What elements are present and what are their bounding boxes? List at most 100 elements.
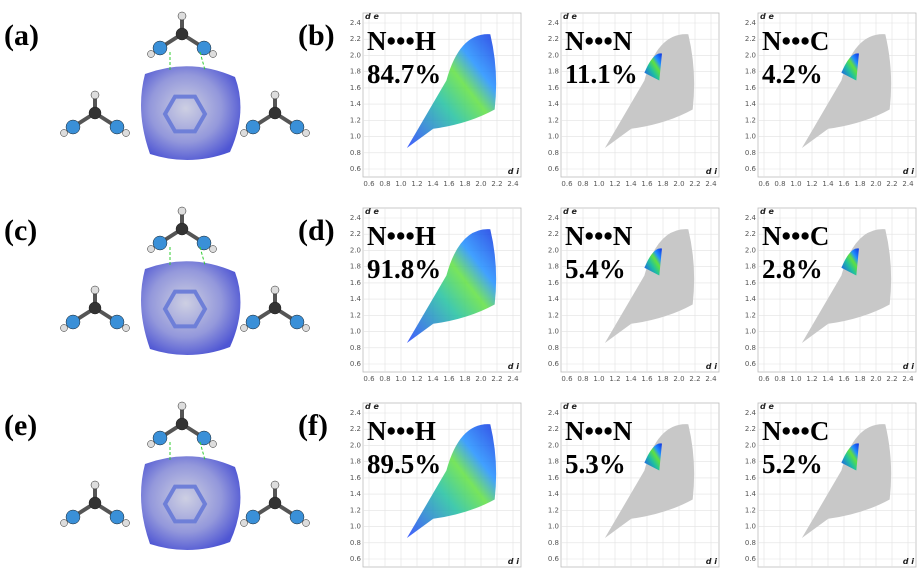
y-tick-label: 0.8 (548, 344, 559, 352)
y-tick-label: 2.4 (745, 19, 757, 27)
x-tick-label: 2.2 (491, 375, 502, 383)
x-tick-label: 1.4 (822, 375, 834, 383)
x-tick-label: 1.2 (806, 375, 817, 383)
y-tick-label: 1.0 (745, 133, 756, 141)
y-axis-label: d e (563, 402, 578, 411)
x-tick-label: 2.0 (475, 375, 486, 383)
atom (197, 431, 211, 445)
atom (66, 510, 80, 524)
y-tick-label: 2.0 (745, 246, 756, 254)
atom (210, 246, 217, 253)
atom (61, 325, 68, 332)
contact-label: N•••C (762, 221, 829, 251)
atom (123, 130, 130, 137)
x-axis-label: d i (903, 362, 915, 371)
x-axis-label: d i (508, 167, 520, 176)
x-tick-label: 1.8 (854, 180, 865, 188)
atom (176, 418, 188, 430)
panel-label: (a) (4, 19, 39, 52)
y-axis-label: d e (760, 402, 775, 411)
x-tick-label: 2.2 (689, 180, 700, 188)
contact-percent: 5.4% (565, 254, 626, 284)
y-tick-label: 1.2 (745, 116, 756, 124)
y-tick-label: 1.0 (745, 523, 756, 531)
x-tick-label: 1.2 (411, 180, 422, 188)
atom (303, 325, 310, 332)
y-tick-label: 1.8 (745, 263, 756, 271)
y-axis-label: d e (365, 12, 380, 21)
y-tick-label: 2.4 (745, 214, 757, 222)
x-tick-label: 2.4 (902, 180, 914, 188)
y-axis-label: d e (563, 12, 578, 21)
x-tick-label: 0.8 (379, 375, 390, 383)
y-tick-label: 2.2 (548, 425, 559, 433)
y-tick-label: 2.0 (548, 246, 559, 254)
x-tick-label: 2.0 (870, 375, 881, 383)
x-axis-label: d i (706, 557, 718, 566)
x-tick-label: 2.0 (870, 180, 881, 188)
contact-percent: 91.8% (367, 254, 441, 284)
x-tick-label: 1.0 (790, 180, 801, 188)
x-tick-label: 2.2 (886, 180, 897, 188)
atom (290, 120, 304, 134)
x-tick-label: 1.6 (641, 180, 653, 188)
y-tick-label: 2.0 (548, 51, 559, 59)
atom (110, 315, 124, 329)
x-tick-label: 2.4 (902, 375, 914, 383)
y-tick-label: 1.6 (548, 474, 560, 482)
atom (91, 481, 99, 489)
x-tick-label: 1.4 (822, 180, 834, 188)
y-tick-label: 0.8 (350, 539, 361, 547)
contact-label: N•••H (367, 221, 436, 251)
contact-percent: 11.1% (565, 59, 638, 89)
y-tick-label: 2.4 (548, 409, 560, 417)
y-axis-label: d e (760, 207, 775, 216)
atom (246, 315, 260, 329)
y-tick-label: 0.8 (350, 149, 361, 157)
x-axis-label: d i (903, 557, 915, 566)
y-axis-label: d e (365, 207, 380, 216)
x-tick-label: 2.2 (689, 375, 700, 383)
y-tick-label: 1.6 (350, 279, 362, 287)
x-tick-label: 2.4 (705, 180, 717, 188)
x-tick-label: 1.2 (609, 375, 620, 383)
y-tick-label: 0.8 (745, 149, 756, 157)
y-tick-label: 1.2 (350, 116, 361, 124)
y-tick-label: 2.2 (548, 230, 559, 238)
y-tick-label: 1.2 (350, 311, 361, 319)
x-tick-label: 0.8 (774, 375, 785, 383)
x-tick-label: 2.4 (705, 375, 717, 383)
atom (91, 91, 99, 99)
x-tick-label: 2.0 (673, 375, 684, 383)
y-tick-label: 1.8 (350, 68, 361, 76)
y-tick-label: 1.8 (548, 263, 559, 271)
y-tick-label: 0.8 (548, 149, 559, 157)
y-tick-label: 1.4 (350, 490, 362, 498)
y-tick-label: 1.0 (548, 328, 559, 336)
y-tick-label: 1.6 (745, 279, 757, 287)
y-tick-label: 2.0 (350, 246, 361, 254)
x-tick-label: 0.8 (379, 180, 390, 188)
atom (271, 286, 279, 294)
atom (246, 510, 260, 524)
y-tick-label: 1.6 (548, 279, 560, 287)
atom (110, 510, 124, 524)
x-tick-label: 1.0 (593, 375, 604, 383)
atom (241, 325, 248, 332)
atom (271, 91, 279, 99)
y-tick-label: 1.8 (548, 458, 559, 466)
atom (153, 236, 167, 250)
y-tick-label: 2.2 (350, 35, 361, 43)
y-tick-label: 1.8 (350, 458, 361, 466)
atom (269, 497, 281, 509)
x-tick-label: 1.8 (657, 180, 668, 188)
x-tick-label: 0.8 (577, 180, 588, 188)
y-tick-label: 1.6 (745, 84, 757, 92)
atom (197, 236, 211, 250)
y-tick-label: 2.4 (350, 19, 362, 27)
x-axis-label: d i (508, 362, 520, 371)
atom (210, 441, 217, 448)
atom (66, 315, 80, 329)
x-tick-label: 1.6 (443, 180, 455, 188)
atom (246, 120, 260, 134)
